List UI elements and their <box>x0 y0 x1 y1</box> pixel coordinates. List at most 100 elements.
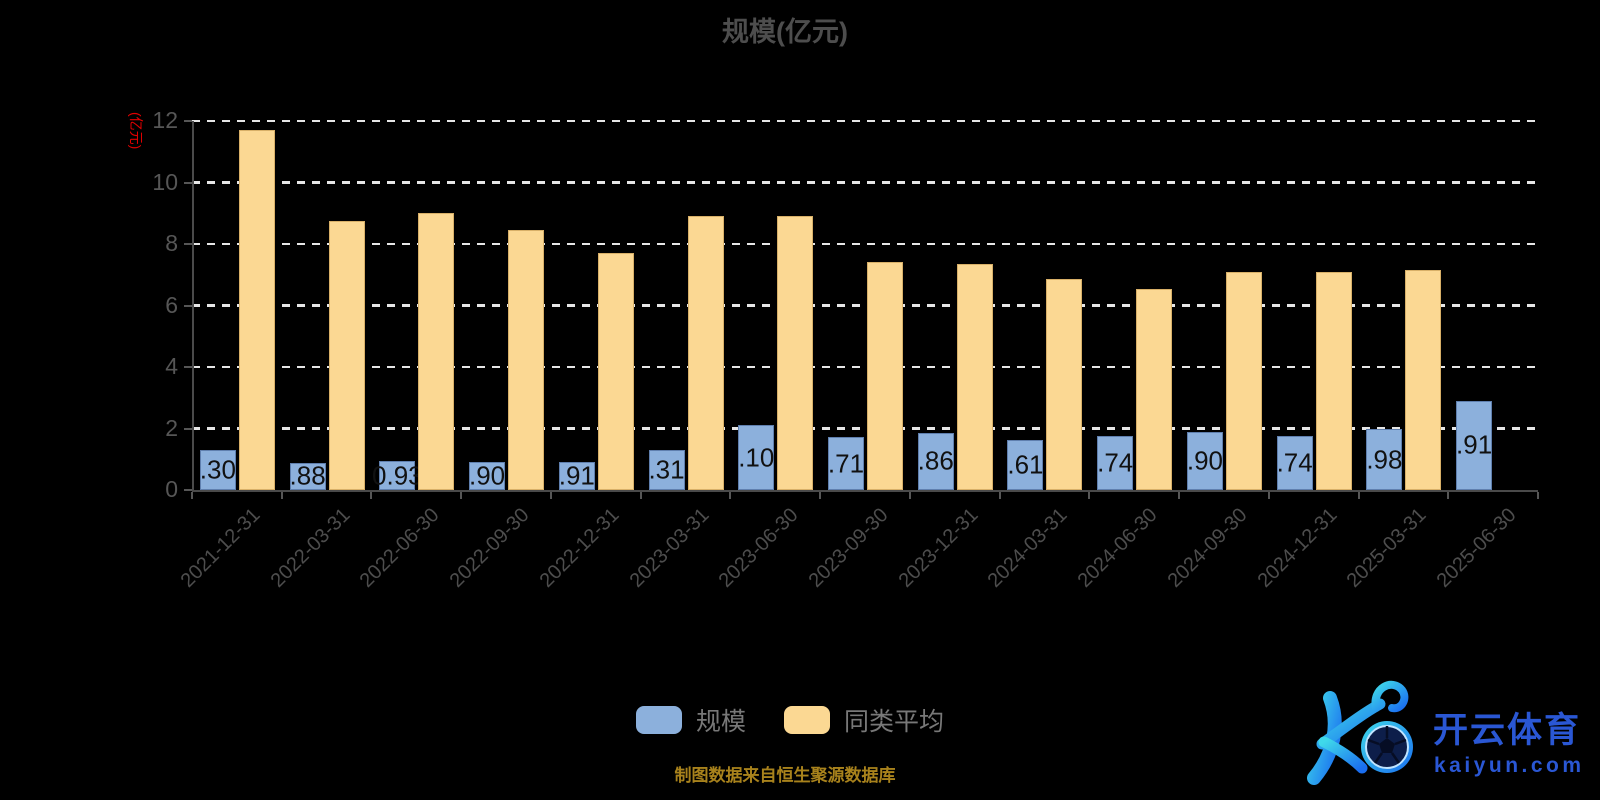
logo-domain-text: kaiyun.com <box>1434 754 1585 777</box>
x-axis-label: 2023-12-31 <box>894 504 983 592</box>
bar-scale-2023-12-31[interactable]: .86 <box>917 432 954 490</box>
x-axis-label: 2024-12-31 <box>1253 504 1342 592</box>
bar-peer-average-2023-09-30[interactable] <box>867 262 903 490</box>
x-axis-label: 2024-06-30 <box>1073 504 1162 592</box>
gridline <box>192 365 1538 369</box>
bar-peer-average-2022-09-30[interactable] <box>508 230 545 490</box>
x-axis-tick <box>1088 492 1091 499</box>
x-axis-label: 2023-03-31 <box>625 504 714 592</box>
bar-value-label: .86 <box>917 445 954 476</box>
x-axis-label: 2022-06-30 <box>355 504 444 592</box>
x-axis-tick <box>1447 492 1450 499</box>
bar-scale-2023-03-31[interactable]: .31 <box>648 449 685 490</box>
bar-scale-2021-12-31[interactable]: .30 <box>200 450 236 490</box>
x-axis-tick <box>549 492 552 499</box>
y-axis-unit-label: (亿元) <box>128 112 144 150</box>
x-axis-tick <box>729 492 732 499</box>
gridline <box>192 242 1538 246</box>
x-axis-label: 2022-12-31 <box>535 504 624 592</box>
y-axis-tick <box>184 120 192 122</box>
x-axis-tick <box>819 492 822 499</box>
y-axis-tick-label: 12 <box>152 107 178 133</box>
bar-peer-average-2023-12-31[interactable] <box>956 263 993 490</box>
y-axis-tick <box>184 427 192 430</box>
legend-label-scale[interactable]: 规模 <box>695 708 746 736</box>
bar-scale-2025-06-30[interactable]: .91 <box>1456 400 1493 490</box>
bar-value-label: .74 <box>1097 447 1134 478</box>
bar-scale-2024-03-31[interactable]: .61 <box>1007 440 1044 490</box>
bar-scale-2024-09-30[interactable]: .90 <box>1186 431 1223 490</box>
bar-scale-2024-12-31[interactable]: .74 <box>1277 436 1313 490</box>
bar-peer-average-2024-09-30[interactable] <box>1225 271 1262 490</box>
y-axis-tick <box>184 181 192 184</box>
bar-value-label: .30 <box>199 454 236 485</box>
bar-scale-2022-12-31[interactable]: .91 <box>558 460 595 491</box>
x-axis-label: 2022-03-31 <box>266 504 355 592</box>
bar-peer-average-2025-03-31[interactable] <box>1405 270 1442 490</box>
bar-peer-average-2023-06-30[interactable] <box>777 216 814 490</box>
bar-value-label: .91 <box>558 460 595 491</box>
bar-value-label: .90 <box>1186 445 1223 476</box>
y-axis-tick-label: 0 <box>165 476 178 502</box>
y-axis-tick <box>184 243 192 245</box>
x-axis-label: 2025-06-30 <box>1432 504 1521 592</box>
gridline <box>192 304 1538 307</box>
x-axis-label: 2023-09-30 <box>804 504 893 592</box>
x-axis-tick <box>460 492 463 499</box>
y-axis-tick-label: 8 <box>165 230 178 256</box>
bar-scale-2024-06-30[interactable]: .74 <box>1097 436 1133 490</box>
x-axis-label: 2022-09-30 <box>445 504 534 592</box>
legend-swatch-scale[interactable] <box>635 706 682 734</box>
legend-swatch-peer-average[interactable] <box>784 706 830 734</box>
bar-scale-2022-06-30[interactable]: 0.93 <box>372 460 423 490</box>
legend-item-scale[interactable]: 规模 <box>635 702 746 738</box>
bar-value-label: .71 <box>827 448 865 479</box>
bar-value-label: .90 <box>468 460 506 491</box>
logo-k-mark <box>1307 680 1413 785</box>
x-axis-tick <box>998 492 1001 499</box>
bar-peer-average-2024-03-31[interactable] <box>1046 279 1083 490</box>
x-axis-line <box>192 490 1538 492</box>
bar-scale-2022-03-31[interactable]: .88 <box>289 460 326 491</box>
bar-peer-average-2024-12-31[interactable] <box>1315 271 1352 490</box>
x-axis-label: 2021-12-31 <box>176 504 265 592</box>
gridline <box>192 427 1538 430</box>
bar-value-label: 0.93 <box>372 460 423 491</box>
bar-value-label: .61 <box>1007 449 1044 480</box>
x-axis-label: 2024-03-31 <box>984 504 1073 592</box>
bar-peer-average-2024-06-30[interactable] <box>1136 288 1173 490</box>
x-axis-tick <box>1357 492 1360 499</box>
x-axis-tick <box>908 492 911 499</box>
x-axis-tick <box>1267 492 1270 499</box>
bar-peer-average-2022-06-30[interactable] <box>418 213 455 490</box>
bar-scale-2022-09-30[interactable]: .90 <box>468 460 506 491</box>
x-axis-label: 2024-09-30 <box>1163 504 1252 592</box>
bar-peer-average-2022-12-31[interactable] <box>597 253 634 490</box>
x-axis-tick <box>1178 492 1181 499</box>
y-axis-tick-label: 6 <box>165 291 178 318</box>
source-note: 制图数据来自恒生聚源数据库 <box>674 766 896 785</box>
chart-title: 规模(亿元) <box>722 17 848 47</box>
x-axis-tick <box>191 492 193 499</box>
bar-scale-2023-06-30[interactable]: .10 <box>738 425 774 490</box>
bar-value-label: .88 <box>289 460 326 491</box>
bar-peer-average-2021-12-31[interactable] <box>238 130 275 490</box>
bar-peer-average-2022-03-31[interactable] <box>328 220 365 490</box>
legend-label-peer-average[interactable]: 同类平均 <box>844 708 945 736</box>
y-axis-tick-label: 2 <box>165 414 178 441</box>
x-axis-label: 2023-06-30 <box>714 504 803 592</box>
bar-scale-2023-09-30[interactable]: .71 <box>828 437 864 490</box>
bar-peer-average-2023-03-31[interactable] <box>687 216 724 490</box>
bar-value-label: .98 <box>1366 444 1403 475</box>
logo-brand-text: 开云体育 <box>1433 711 1581 750</box>
bar-value-label: .91 <box>1456 429 1493 460</box>
legend-item-peer-average[interactable]: 同类平均 <box>784 702 944 738</box>
x-axis-tick <box>1537 492 1539 499</box>
y-axis-tick <box>184 304 192 307</box>
bar-value-label: .10 <box>738 442 775 473</box>
legend: 规模 同类平均 <box>0 702 1580 738</box>
bar-scale-2025-03-31[interactable]: .98 <box>1366 429 1402 490</box>
kaiyun-logo[interactable]: 开云体育 kaiyun.com <box>1288 656 1600 796</box>
